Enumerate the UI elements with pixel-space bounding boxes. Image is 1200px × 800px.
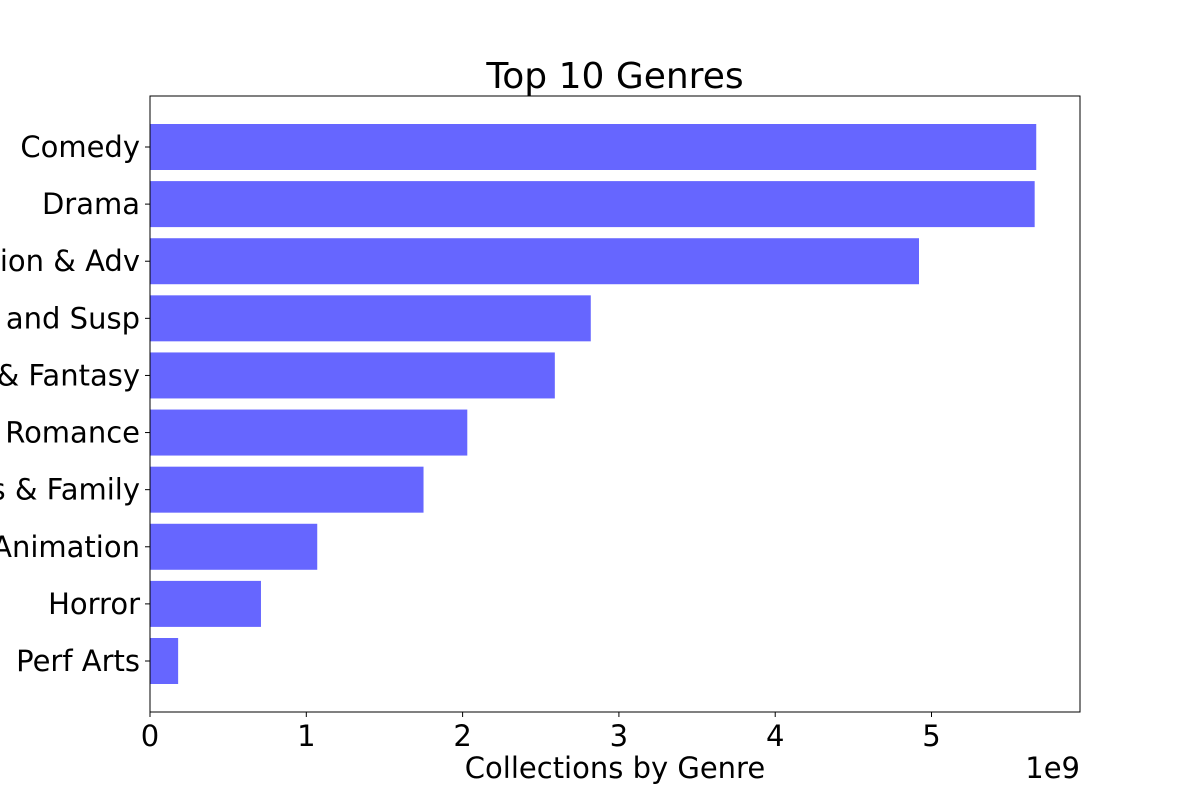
y-tick-label: Animation	[0, 530, 140, 564]
x-axis-ticks: 0 1 2 3 4 5	[141, 712, 941, 753]
y-tick-label: Drama	[42, 187, 140, 221]
bar-sci-fi-fantasy	[150, 352, 555, 399]
bar-action-adv	[150, 238, 920, 285]
x-axis-label: Collections by Genre	[465, 751, 765, 785]
y-tick-label: Sci-Fi & Fantasy	[0, 358, 140, 392]
x-tick-label: 3	[610, 719, 628, 753]
y-tick-label: Romance	[5, 416, 140, 450]
y-tick-label: Kids & Family	[0, 473, 140, 507]
bar-horror	[150, 580, 261, 627]
x-tick-label: 4	[766, 719, 784, 753]
bars-group	[150, 124, 1037, 684]
bar-comedy	[150, 124, 1037, 170]
y-tick-label: Thriller and Susp	[0, 301, 140, 335]
bar-thriller-and-susp	[150, 295, 591, 342]
bar-romance	[150, 409, 468, 456]
plot-frame	[149, 95, 1081, 713]
y-tick-label: Action & Adv	[0, 244, 140, 278]
bar-perf-arts	[150, 638, 179, 684]
x-axis-offset-label: 1e9	[1025, 751, 1080, 785]
chart-title: Top 10 Genres	[485, 56, 743, 97]
x-tick-label: 1	[297, 719, 315, 753]
bar-drama	[150, 181, 1035, 228]
y-tick-label: Comedy	[20, 130, 140, 164]
y-axis-ticks: Comedy Drama Action & Adv Thriller and Susp…	[0, 130, 150, 678]
bar-kids-family	[150, 466, 424, 513]
x-tick-label: 0	[141, 719, 159, 753]
y-tick-label: Horror	[48, 587, 140, 621]
y-tick-label: Perf Arts	[16, 644, 140, 678]
x-tick-label: 2	[453, 719, 471, 753]
bar-animation	[150, 523, 318, 570]
x-tick-label: 5	[922, 719, 940, 753]
